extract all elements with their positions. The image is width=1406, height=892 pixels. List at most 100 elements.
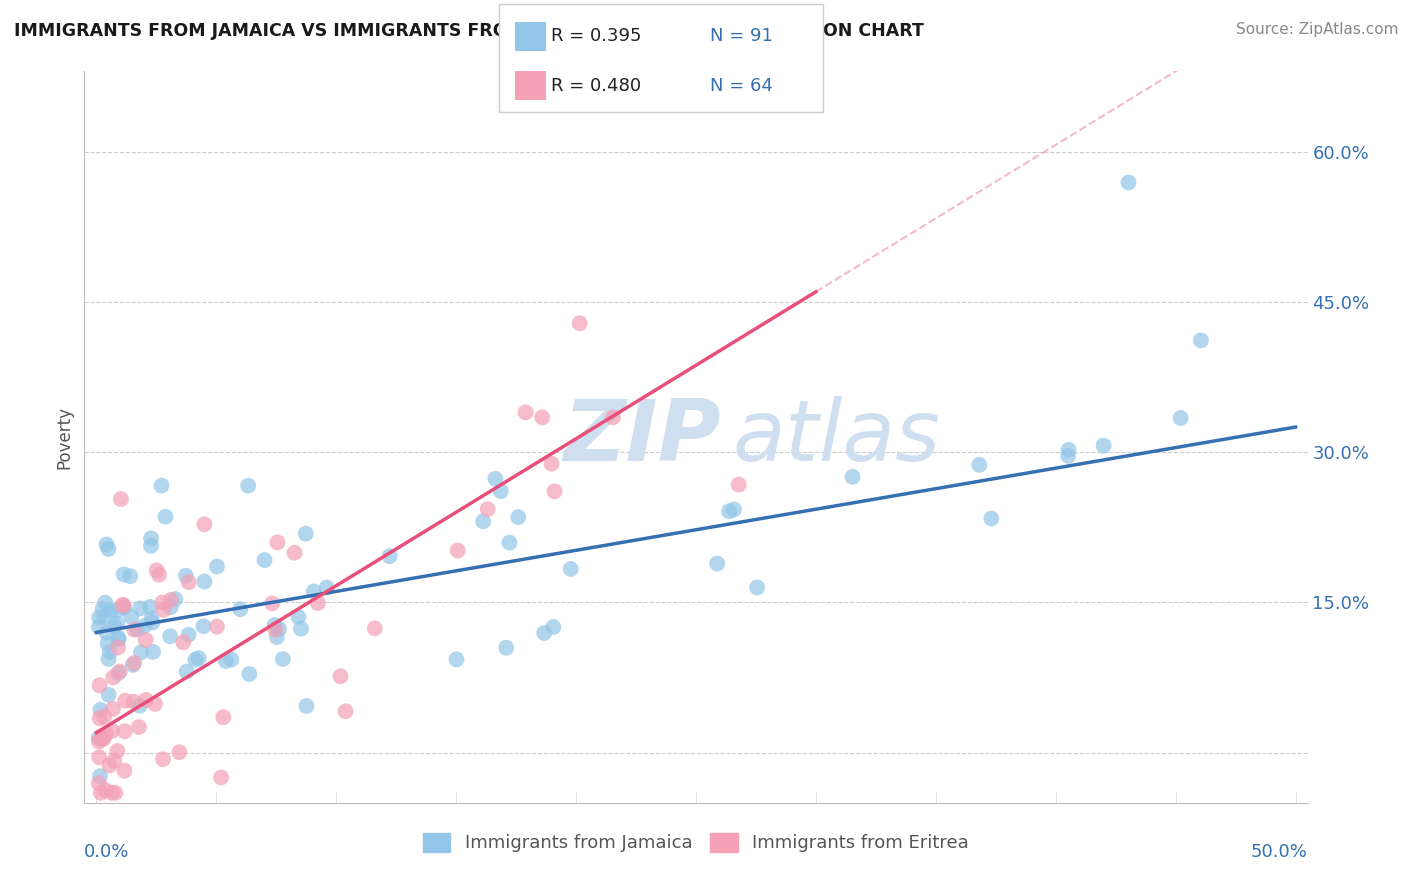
Point xyxy=(543,484,565,499)
Point xyxy=(187,651,209,665)
Point xyxy=(723,502,745,516)
Point xyxy=(172,635,194,649)
Point xyxy=(446,652,468,666)
Point xyxy=(120,610,142,624)
Point xyxy=(165,592,187,607)
Point xyxy=(114,693,136,707)
Point xyxy=(110,492,132,507)
Point xyxy=(1057,449,1080,463)
Point xyxy=(152,752,174,766)
Point xyxy=(124,623,146,637)
Text: Source: ZipAtlas.com: Source: ZipAtlas.com xyxy=(1236,22,1399,37)
Point xyxy=(209,771,232,785)
Point xyxy=(129,645,152,659)
Point xyxy=(135,633,157,648)
Point xyxy=(1189,334,1212,348)
Point xyxy=(315,581,337,595)
Point xyxy=(266,630,288,644)
Point xyxy=(93,709,115,723)
Point xyxy=(159,600,181,615)
Point xyxy=(139,532,162,546)
Point xyxy=(174,568,197,582)
Point xyxy=(484,472,506,486)
Point xyxy=(229,602,252,616)
Point xyxy=(159,629,181,643)
Point xyxy=(100,786,122,800)
Point xyxy=(91,602,114,616)
Point xyxy=(141,611,163,625)
Point xyxy=(89,769,111,783)
Point xyxy=(142,645,165,659)
Point xyxy=(94,596,117,610)
Y-axis label: Poverty: Poverty xyxy=(55,406,73,468)
Point xyxy=(97,636,120,650)
Point xyxy=(145,563,167,577)
Point xyxy=(141,615,163,630)
Point xyxy=(253,553,276,567)
Point xyxy=(193,517,215,532)
Point xyxy=(980,511,1002,525)
Point xyxy=(193,574,215,589)
Point xyxy=(477,502,499,516)
Point xyxy=(90,732,112,747)
Point xyxy=(112,567,135,582)
Point xyxy=(364,621,387,635)
Point xyxy=(87,620,110,634)
Text: atlas: atlas xyxy=(733,395,941,479)
Point xyxy=(129,601,152,615)
Point xyxy=(1116,175,1139,189)
Point xyxy=(295,698,318,713)
Point xyxy=(120,569,142,583)
Point xyxy=(111,598,134,612)
Point xyxy=(89,610,111,624)
Point xyxy=(148,567,170,582)
Point xyxy=(543,620,565,634)
Point xyxy=(262,596,284,610)
Point xyxy=(107,632,129,647)
Text: N = 64: N = 64 xyxy=(710,77,773,95)
Point xyxy=(152,603,174,617)
Point xyxy=(101,723,124,738)
Point xyxy=(718,504,741,518)
Point xyxy=(98,758,121,772)
Point xyxy=(107,631,129,645)
Point xyxy=(495,640,517,655)
Point xyxy=(112,599,135,613)
Point xyxy=(105,604,128,618)
Point xyxy=(121,657,143,672)
Point xyxy=(177,628,200,642)
Point xyxy=(335,704,357,718)
Point xyxy=(159,593,181,607)
Point xyxy=(107,640,129,655)
Point xyxy=(108,665,131,679)
Point xyxy=(378,549,401,563)
Point xyxy=(94,727,117,741)
Point xyxy=(264,623,287,637)
Point xyxy=(89,703,111,717)
Point xyxy=(89,711,111,725)
Point xyxy=(706,557,728,571)
Point xyxy=(90,786,112,800)
Point xyxy=(287,609,309,624)
Point xyxy=(87,776,110,790)
Point xyxy=(114,764,136,778)
Point xyxy=(89,678,111,692)
Point xyxy=(238,479,260,493)
Point xyxy=(1170,411,1192,425)
Point xyxy=(169,745,191,759)
Point xyxy=(602,410,624,425)
Point xyxy=(105,744,128,758)
Point xyxy=(105,616,128,631)
Point xyxy=(89,750,111,764)
Text: ZIP: ZIP xyxy=(562,395,720,479)
Point xyxy=(97,688,120,702)
Point xyxy=(93,731,115,746)
Point xyxy=(540,457,562,471)
Point xyxy=(127,623,149,637)
Point xyxy=(122,656,145,670)
Point xyxy=(177,575,200,590)
Point xyxy=(238,667,260,681)
Point xyxy=(94,783,117,797)
Point xyxy=(212,710,235,724)
Point xyxy=(294,526,316,541)
